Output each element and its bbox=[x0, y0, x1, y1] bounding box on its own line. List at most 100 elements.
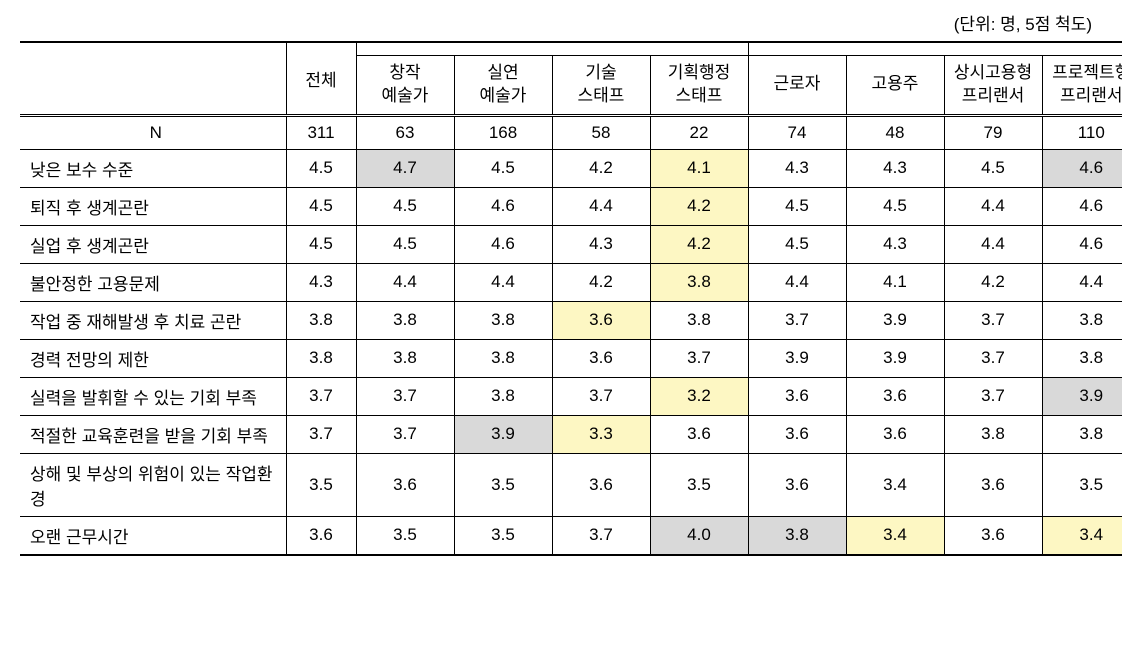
cell-6-1: 3.7 bbox=[356, 377, 454, 415]
header-blank bbox=[20, 42, 286, 115]
cell-6-6: 3.6 bbox=[846, 377, 944, 415]
cell-7-6: 3.6 bbox=[846, 415, 944, 453]
cell-7-0: 3.7 bbox=[286, 415, 356, 453]
cell-7-2: 3.9 bbox=[454, 415, 552, 453]
cell-8-1: 3.6 bbox=[356, 453, 454, 516]
table-body: N311631685822744879110낮은 보수 수준4.54.74.54… bbox=[20, 115, 1122, 555]
table-header: 전체 창작예술가 실연예술가 기술스태프 기획행정스태프 근로자 고용주 상시고… bbox=[20, 42, 1122, 115]
cell-8-3: 3.6 bbox=[552, 453, 650, 516]
cell-1-8: 4.6 bbox=[1042, 187, 1122, 225]
cell-2-0: 4.5 bbox=[286, 225, 356, 263]
row-label-0: 낮은 보수 수준 bbox=[20, 149, 286, 187]
cell-1-7: 4.4 bbox=[944, 187, 1042, 225]
cell-5-6: 3.9 bbox=[846, 339, 944, 377]
cell-0-5: 4.3 bbox=[748, 149, 846, 187]
cell-6-3: 3.7 bbox=[552, 377, 650, 415]
cell-N-2: 168 bbox=[454, 115, 552, 149]
cell-1-6: 4.5 bbox=[846, 187, 944, 225]
cell-2-7: 4.4 bbox=[944, 225, 1042, 263]
cell-2-6: 4.3 bbox=[846, 225, 944, 263]
cell-7-8: 3.8 bbox=[1042, 415, 1122, 453]
cell-7-1: 3.7 bbox=[356, 415, 454, 453]
cell-8-2: 3.5 bbox=[454, 453, 552, 516]
cell-2-2: 4.6 bbox=[454, 225, 552, 263]
cell-4-4: 3.8 bbox=[650, 301, 748, 339]
cell-3-7: 4.2 bbox=[944, 263, 1042, 301]
cell-9-6: 3.4 bbox=[846, 516, 944, 555]
cell-8-4: 3.5 bbox=[650, 453, 748, 516]
cell-9-8: 3.4 bbox=[1042, 516, 1122, 555]
cell-7-4: 3.6 bbox=[650, 415, 748, 453]
cell-6-4: 3.2 bbox=[650, 377, 748, 415]
header-group2-top bbox=[748, 42, 1122, 56]
cell-4-6: 3.9 bbox=[846, 301, 944, 339]
row-label-2: 실업 후 생계곤란 bbox=[20, 225, 286, 263]
cell-6-8: 3.9 bbox=[1042, 377, 1122, 415]
cell-3-5: 4.4 bbox=[748, 263, 846, 301]
cell-7-5: 3.6 bbox=[748, 415, 846, 453]
cell-4-2: 3.8 bbox=[454, 301, 552, 339]
cell-5-1: 3.8 bbox=[356, 339, 454, 377]
data-table: 전체 창작예술가 실연예술가 기술스태프 기획행정스태프 근로자 고용주 상시고… bbox=[20, 41, 1122, 556]
unit-text: (단위: 명, 5점 척도) bbox=[20, 10, 1092, 35]
cell-0-3: 4.2 bbox=[552, 149, 650, 187]
cell-4-0: 3.8 bbox=[286, 301, 356, 339]
header-group1-top bbox=[356, 42, 748, 56]
cell-3-4: 3.8 bbox=[650, 263, 748, 301]
cell-8-0: 3.5 bbox=[286, 453, 356, 516]
cell-5-0: 3.8 bbox=[286, 339, 356, 377]
cell-N-4: 22 bbox=[650, 115, 748, 149]
cell-9-5: 3.8 bbox=[748, 516, 846, 555]
cell-5-7: 3.7 bbox=[944, 339, 1042, 377]
cell-4-8: 3.8 bbox=[1042, 301, 1122, 339]
header-col-g1-3: 기획행정스태프 bbox=[650, 56, 748, 116]
cell-9-0: 3.6 bbox=[286, 516, 356, 555]
cell-3-3: 4.2 bbox=[552, 263, 650, 301]
row-label-N: N bbox=[20, 115, 286, 149]
cell-6-2: 3.8 bbox=[454, 377, 552, 415]
cell-3-1: 4.4 bbox=[356, 263, 454, 301]
row-label-9: 오랜 근무시간 bbox=[20, 516, 286, 555]
cell-9-7: 3.6 bbox=[944, 516, 1042, 555]
cell-5-3: 3.6 bbox=[552, 339, 650, 377]
row-label-7: 적절한 교육훈련을 받을 기회 부족 bbox=[20, 415, 286, 453]
cell-5-2: 3.8 bbox=[454, 339, 552, 377]
cell-9-4: 4.0 bbox=[650, 516, 748, 555]
row-label-6: 실력을 발휘할 수 있는 기회 부족 bbox=[20, 377, 286, 415]
row-label-3: 불안정한 고용문제 bbox=[20, 263, 286, 301]
cell-0-7: 4.5 bbox=[944, 149, 1042, 187]
cell-N-3: 58 bbox=[552, 115, 650, 149]
cell-0-8: 4.6 bbox=[1042, 149, 1122, 187]
header-col-g1-1: 실연예술가 bbox=[454, 56, 552, 116]
cell-6-0: 3.7 bbox=[286, 377, 356, 415]
cell-1-5: 4.5 bbox=[748, 187, 846, 225]
cell-4-3: 3.6 bbox=[552, 301, 650, 339]
cell-8-5: 3.6 bbox=[748, 453, 846, 516]
cell-2-5: 4.5 bbox=[748, 225, 846, 263]
cell-2-4: 4.2 bbox=[650, 225, 748, 263]
cell-9-2: 3.5 bbox=[454, 516, 552, 555]
cell-3-8: 4.4 bbox=[1042, 263, 1122, 301]
header-col-g2-1: 고용주 bbox=[846, 56, 944, 116]
cell-6-7: 3.7 bbox=[944, 377, 1042, 415]
cell-8-6: 3.4 bbox=[846, 453, 944, 516]
header-col-g1-0: 창작예술가 bbox=[356, 56, 454, 116]
cell-5-5: 3.9 bbox=[748, 339, 846, 377]
cell-0-1: 4.7 bbox=[356, 149, 454, 187]
cell-7-3: 3.3 bbox=[552, 415, 650, 453]
cell-4-5: 3.7 bbox=[748, 301, 846, 339]
cell-N-8: 110 bbox=[1042, 115, 1122, 149]
cell-1-1: 4.5 bbox=[356, 187, 454, 225]
row-label-1: 퇴직 후 생계곤란 bbox=[20, 187, 286, 225]
row-label-5: 경력 전망의 제한 bbox=[20, 339, 286, 377]
cell-1-0: 4.5 bbox=[286, 187, 356, 225]
cell-5-4: 3.7 bbox=[650, 339, 748, 377]
header-total: 전체 bbox=[286, 42, 356, 115]
cell-N-1: 63 bbox=[356, 115, 454, 149]
cell-1-3: 4.4 bbox=[552, 187, 650, 225]
cell-1-4: 4.2 bbox=[650, 187, 748, 225]
cell-6-5: 3.6 bbox=[748, 377, 846, 415]
cell-0-0: 4.5 bbox=[286, 149, 356, 187]
cell-8-8: 3.5 bbox=[1042, 453, 1122, 516]
header-col-g2-3: 프로젝트형프리랜서 bbox=[1042, 56, 1122, 116]
